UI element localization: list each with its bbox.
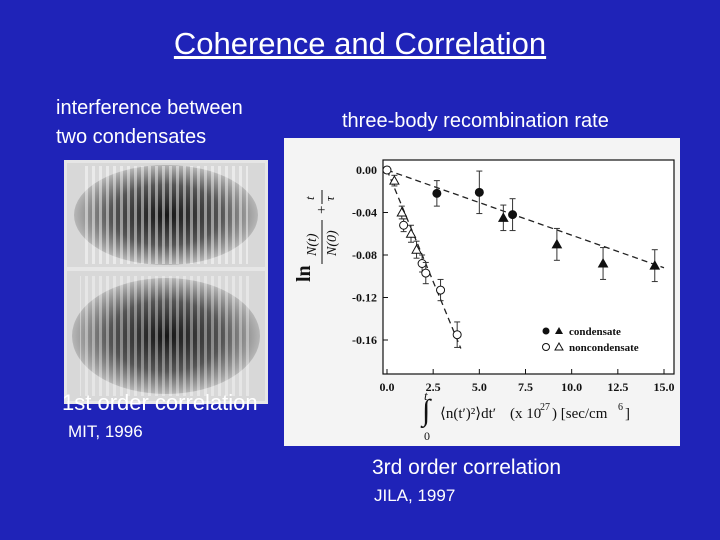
data-point-noncondensate xyxy=(422,269,430,277)
data-point-noncondensate xyxy=(383,166,391,174)
data-point-noncondensate xyxy=(400,221,408,229)
svg-text:t: t xyxy=(302,196,317,200)
x-tick-label: 0.0 xyxy=(380,380,395,394)
x-tick-label: 10.0 xyxy=(561,380,582,394)
x-unit-close: ] xyxy=(625,406,630,422)
x-tick-label: 2.5 xyxy=(426,380,441,394)
x-unit-suffix: ) [sec/cm xyxy=(552,406,608,422)
svg-text:N(t): N(t) xyxy=(305,233,320,257)
legend-marker-condensate-circle xyxy=(543,328,550,335)
first-order-caption: 1st order correlation xyxy=(62,390,258,416)
svg-text:ln: ln xyxy=(293,265,315,282)
third-order-source: JILA, 1997 xyxy=(374,486,455,506)
x-tick-label: 7.5 xyxy=(518,380,533,394)
legend-marker-noncondensate-circle xyxy=(543,344,550,351)
y-tick-label: 0.00 xyxy=(356,163,377,177)
data-point-noncondensate xyxy=(437,286,445,294)
third-order-caption: 3rd order correlation xyxy=(372,456,561,480)
left-heading-line2: two condensates xyxy=(56,123,316,152)
svg-text:0: 0 xyxy=(424,429,430,443)
left-heading-line1: interference between xyxy=(56,94,316,123)
svg-text:N(0): N(0) xyxy=(325,230,340,257)
x-tick-label: 15.0 xyxy=(654,380,675,394)
x-unit-exp: 27 xyxy=(540,402,550,413)
interference-fringes-image xyxy=(64,160,268,404)
first-order-source: MIT, 1996 xyxy=(68,422,143,442)
svg-text:+: + xyxy=(314,206,330,214)
svg-text:∫: ∫ xyxy=(420,394,432,429)
x-unit-exp2: 6 xyxy=(618,402,623,413)
data-point-condensate xyxy=(509,211,517,219)
recombination-chart: 0.0 2.5 5.0 7.5 10.0 12.5 15.0 0.00 -0.04 -0.08 -0… xyxy=(284,138,680,446)
x-tick-label: 12.5 xyxy=(607,380,628,394)
legend-label-condensate: condensate xyxy=(569,326,621,338)
y-tick-label: -0.16 xyxy=(352,333,377,347)
data-point-condensate xyxy=(475,188,483,196)
svg-text:⟨n(t′)²⟩dt′: ⟨n(t′)²⟩dt′ xyxy=(440,406,496,422)
y-tick-label: -0.08 xyxy=(352,248,377,262)
fringe-panel-top xyxy=(67,163,265,267)
data-point-noncondensate xyxy=(453,331,461,339)
data-point-condensate xyxy=(433,189,441,197)
left-heading: interference between two condensates xyxy=(56,94,316,152)
x-tick-label: 5.0 xyxy=(472,380,487,394)
data-point-noncondensate xyxy=(418,260,426,268)
x-unit-prefix: (x 10 xyxy=(510,406,541,422)
fringe-panel-bottom xyxy=(67,271,265,401)
right-heading: three-body recombination rate xyxy=(342,110,609,133)
legend-label-noncondensate: noncondensate xyxy=(569,342,639,354)
y-tick-label: -0.04 xyxy=(352,206,377,220)
y-tick-label: -0.12 xyxy=(352,291,377,305)
slide-title: Coherence and Correlation xyxy=(0,26,720,62)
